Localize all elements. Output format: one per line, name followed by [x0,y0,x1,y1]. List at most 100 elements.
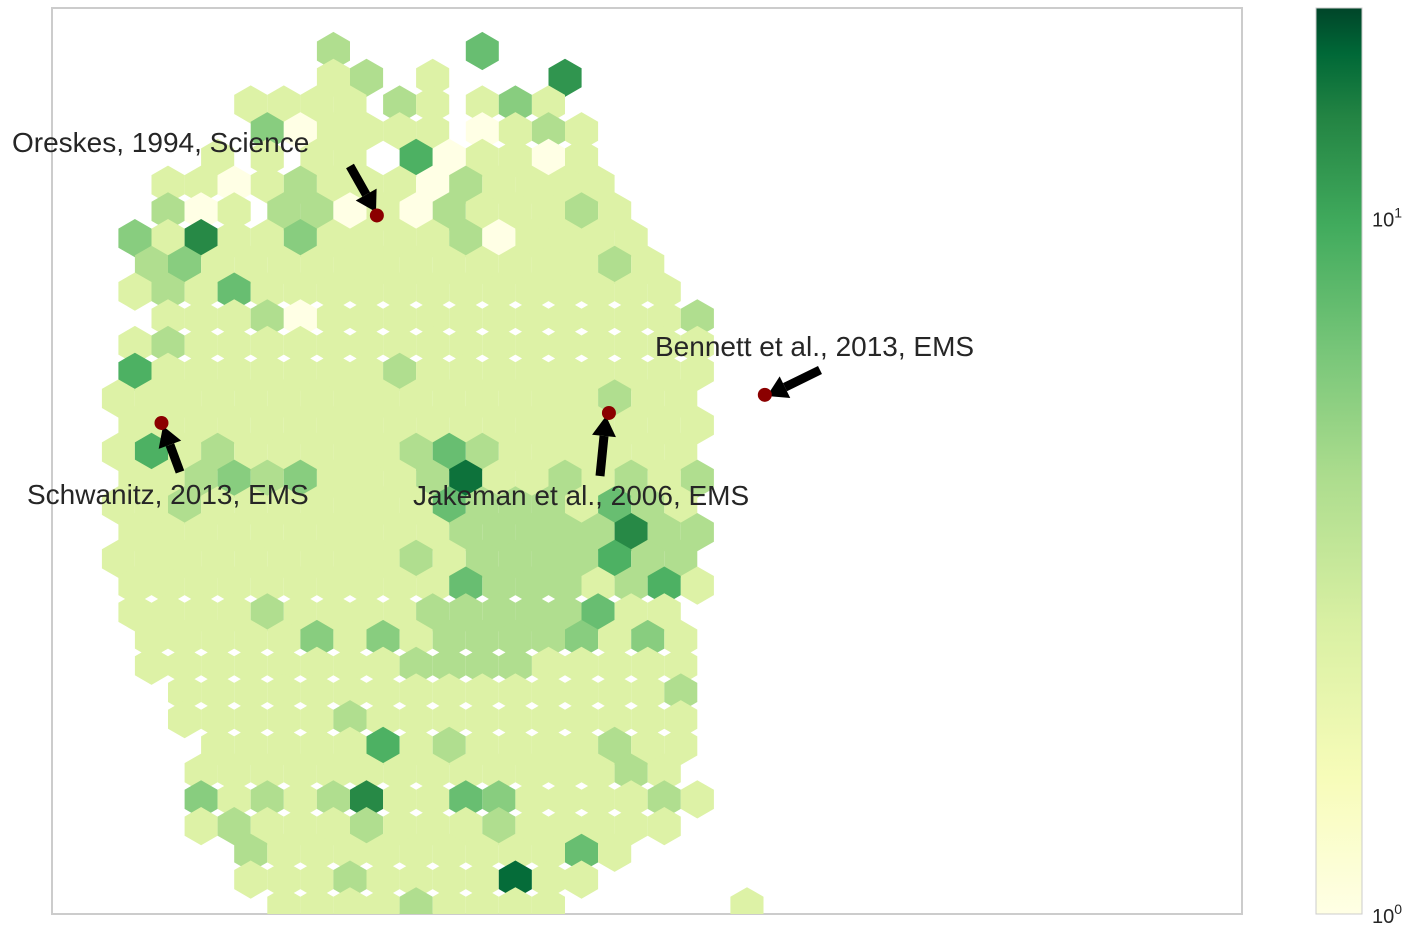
hex-cell [647,513,681,552]
hex-cell [465,887,499,914]
hex-cell [399,726,433,765]
annotations: Oreskes, 1994, Science Schwanitz, 2013, E… [12,127,974,511]
hex-cell [432,245,466,284]
hex-cell [250,807,284,846]
colorbar-frame [1315,7,1363,915]
annotation-arrow-shaft [346,163,371,197]
hex-cell [267,700,301,739]
hex-cell [498,833,532,872]
hex-cell [366,432,400,471]
hex-cell [531,833,565,872]
hex-cell [168,673,202,712]
hex-cell [316,459,350,498]
hex-cell [631,646,665,685]
hex-cell [449,299,483,338]
hex-cell [680,566,714,605]
hex-cell [498,539,532,578]
hex-cell [151,513,185,552]
hex-cell [234,700,268,739]
hex-cell [465,245,499,284]
hex-cell [383,780,417,819]
hex-cell [416,807,450,846]
hex-cell [614,272,648,311]
hex-cell [283,406,317,445]
annotation-arrow-shaft [782,365,822,392]
hex-cell [349,913,351,914]
hex-cell [333,539,367,578]
hex-cell [383,513,417,552]
hex-cell [465,833,499,872]
hex-cell [184,780,218,819]
hex-cell [168,619,202,659]
hex-cell [184,352,218,391]
hex-cell [531,138,565,177]
hex-cell [565,379,599,418]
hex-cell [531,539,565,578]
hex-cell [300,85,334,124]
hex-cell [515,459,549,498]
hex-cell [234,619,268,659]
hex-cell [598,700,632,739]
hex-cell [366,619,400,659]
hex-cell [581,219,615,258]
hex-cell [465,432,499,471]
hex-cell [449,272,483,311]
hex-cell [515,352,549,391]
hex-cell [168,539,202,578]
hex-cell [267,726,301,765]
hex-cell [350,272,384,311]
hex-cell [581,780,615,819]
hex-cell [416,219,450,258]
hex-cell [399,192,433,231]
hex-cell [300,887,334,914]
hex-cell [201,432,235,471]
hex-cell [217,352,251,391]
hex-cell [581,566,615,605]
hex-cell [267,539,301,578]
hex-cell [581,513,615,552]
hex-cell [316,112,350,151]
hex-cell [515,780,549,819]
hex-cell [217,566,251,605]
hex-cell [432,860,466,899]
hex-cell [498,486,532,525]
hex-cell [118,593,152,632]
hex-cell [416,325,450,365]
hex-cell [548,807,582,846]
hex-cell [234,432,268,471]
hex-cell [333,138,367,177]
hex-cell [647,352,681,391]
hex-cell [581,593,615,632]
hex-cell [267,379,301,418]
hex-cell [234,673,268,712]
hex-cell [300,726,334,765]
hex-cell [614,352,648,391]
hex-cell [598,646,632,685]
hex-cell [548,593,582,632]
hex-cell [151,299,185,338]
hex-cell [647,780,681,819]
plot-area: Oreskes, 1994, Science Schwanitz, 2013, E… [12,7,1243,915]
hex-cell [101,379,135,418]
hex-cell [664,619,698,659]
hex-cell [647,299,681,338]
hex-cell [432,726,466,765]
hex-cell [300,860,334,899]
hex-cell [366,860,400,899]
hex-cell [168,486,202,525]
hex-cell [168,646,202,685]
hex-cell [217,593,251,632]
hex-cell [366,887,400,914]
hex-cell [217,192,251,231]
hex-cell [134,539,168,578]
hex-cell [432,379,466,418]
highlighted-point [601,405,616,420]
hex-cell [548,299,582,338]
hex-cell [201,379,235,418]
hex-cell [333,887,367,914]
hex-cell [515,807,549,846]
hex-cell [316,780,350,819]
hex-cell [416,85,450,124]
hex-cell [581,272,615,311]
